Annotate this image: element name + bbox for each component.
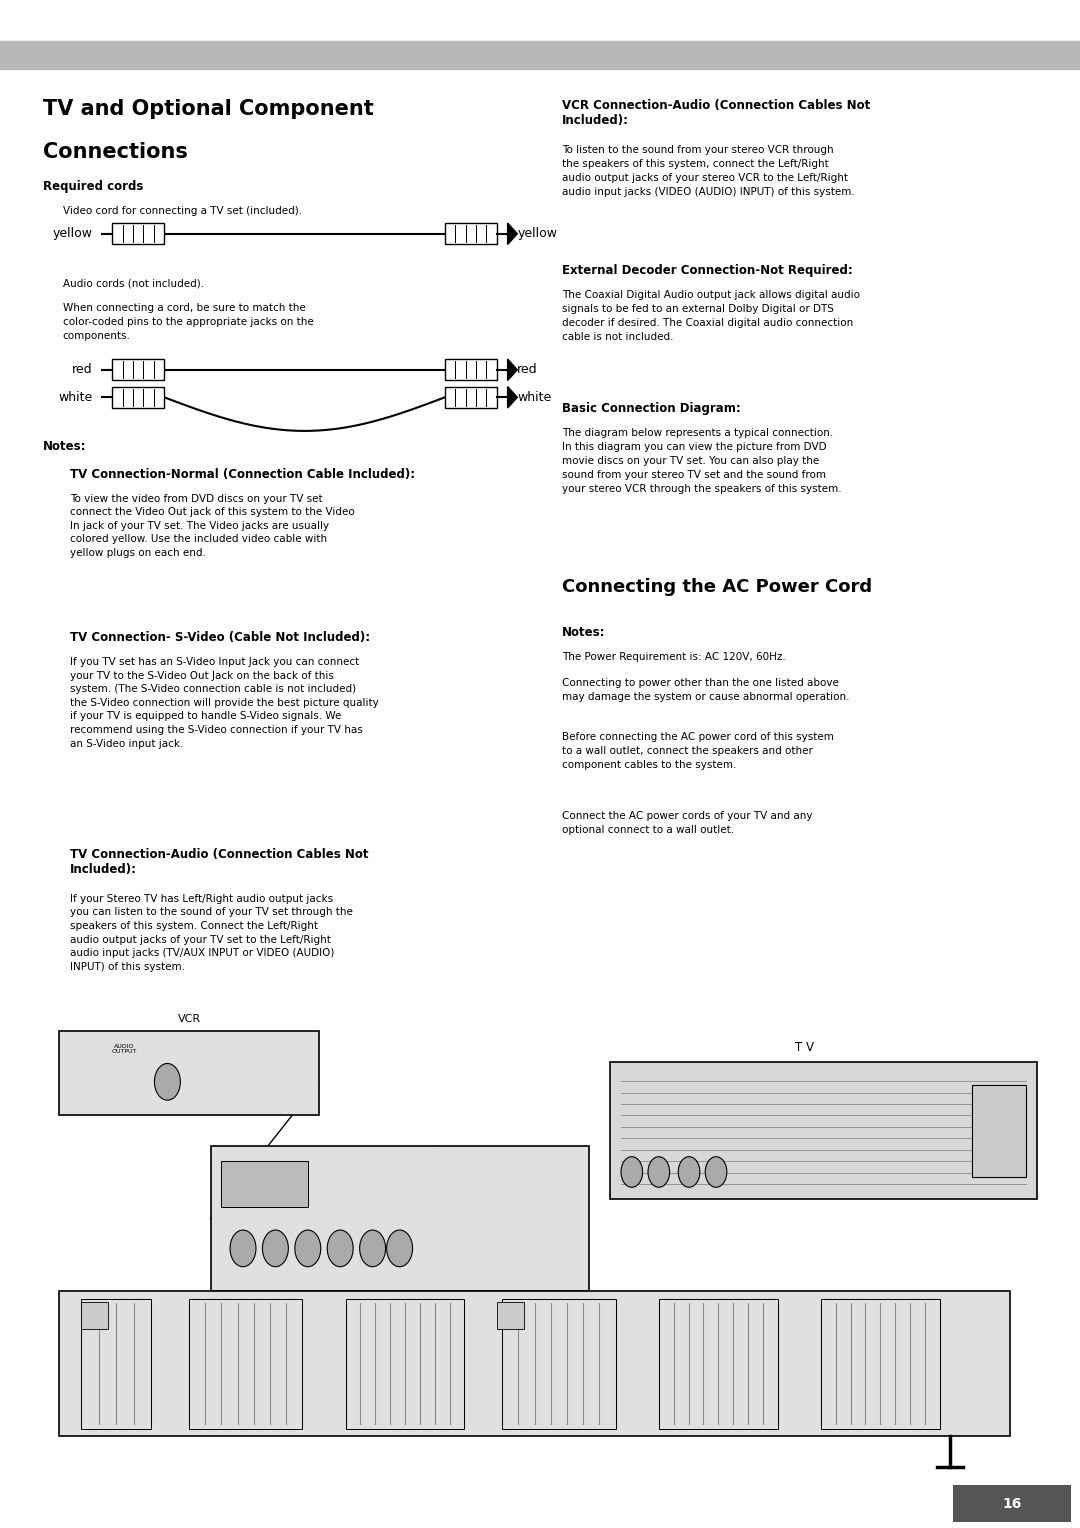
Text: When connecting a cord, be sure to match the
color-coded pins to the appropriate: When connecting a cord, be sure to match… bbox=[63, 303, 313, 341]
Circle shape bbox=[154, 1063, 180, 1100]
Bar bbox=[112, 223, 164, 244]
Bar bbox=[81, 1302, 108, 1329]
Text: white: white bbox=[517, 391, 552, 403]
Text: yellow: yellow bbox=[53, 228, 93, 240]
Text: The Coaxial Digital Audio output jack allows digital audio
signals to be fed to : The Coaxial Digital Audio output jack al… bbox=[562, 290, 860, 342]
Text: Basic Connection Diagram:: Basic Connection Diagram: bbox=[562, 402, 741, 416]
Text: Connecting the AC Power Cord: Connecting the AC Power Cord bbox=[562, 578, 872, 596]
Bar bbox=[502, 1299, 616, 1429]
Circle shape bbox=[230, 1230, 256, 1267]
Bar bbox=[112, 359, 164, 380]
Text: TV Connection-Audio (Connection Cables Not
Included):: TV Connection-Audio (Connection Cables N… bbox=[70, 848, 368, 876]
Text: Notes:: Notes: bbox=[43, 440, 86, 454]
Polygon shape bbox=[508, 387, 517, 408]
Text: TV Connection- S-Video (Cable Not Included):: TV Connection- S-Video (Cable Not Includ… bbox=[70, 631, 370, 645]
Bar bbox=[972, 1085, 1026, 1177]
Text: VCR: VCR bbox=[177, 1013, 201, 1024]
Text: Connect the AC power cords of your TV and any
optional connect to a wall outlet.: Connect the AC power cords of your TV an… bbox=[562, 811, 812, 836]
Polygon shape bbox=[508, 359, 517, 380]
Polygon shape bbox=[508, 223, 517, 244]
Bar bbox=[610, 1062, 1037, 1199]
Circle shape bbox=[621, 1157, 643, 1187]
Text: If your Stereo TV has Left/Right audio output jacks
you can listen to the sound : If your Stereo TV has Left/Right audio o… bbox=[70, 894, 353, 972]
Bar bbox=[211, 1146, 589, 1291]
Circle shape bbox=[360, 1230, 386, 1267]
Bar bbox=[659, 1299, 778, 1429]
Circle shape bbox=[295, 1230, 321, 1267]
Text: Connecting to power other than the one listed above
may damage the system or cau: Connecting to power other than the one l… bbox=[562, 678, 849, 703]
Text: To listen to the sound from your stereo VCR through
the speakers of this system,: To listen to the sound from your stereo … bbox=[562, 145, 854, 197]
Text: red: red bbox=[517, 364, 538, 376]
Text: Before connecting the AC power cord of this system
to a wall outlet, connect the: Before connecting the AC power cord of t… bbox=[562, 732, 834, 770]
Text: Video cord for connecting a TV set (included).: Video cord for connecting a TV set (incl… bbox=[63, 206, 301, 217]
Text: TV Connection-Normal (Connection Cable Included):: TV Connection-Normal (Connection Cable I… bbox=[70, 468, 416, 481]
Text: 16: 16 bbox=[1002, 1496, 1022, 1511]
Bar bbox=[0, 41, 1080, 69]
Bar bbox=[59, 1031, 319, 1115]
Text: AUDIO
OUTPUT: AUDIO OUTPUT bbox=[111, 1044, 137, 1054]
Circle shape bbox=[387, 1230, 413, 1267]
Circle shape bbox=[678, 1157, 700, 1187]
Text: Audio cords (not included).: Audio cords (not included). bbox=[63, 278, 204, 289]
Bar bbox=[445, 387, 497, 408]
Text: The diagram below represents a typical connection.
In this diagram you can view : The diagram below represents a typical c… bbox=[562, 428, 841, 494]
Bar bbox=[112, 387, 164, 408]
Text: red: red bbox=[72, 364, 93, 376]
Bar bbox=[953, 1485, 1071, 1522]
Circle shape bbox=[262, 1230, 288, 1267]
Text: VCR Connection-Audio (Connection Cables Not
Included):: VCR Connection-Audio (Connection Cables … bbox=[562, 99, 869, 127]
Text: Required cords: Required cords bbox=[43, 180, 144, 194]
Text: white: white bbox=[58, 391, 93, 403]
Bar bbox=[346, 1299, 464, 1429]
Text: Connections: Connections bbox=[43, 142, 188, 162]
Bar bbox=[81, 1299, 151, 1429]
Bar bbox=[221, 1161, 308, 1207]
Bar bbox=[445, 359, 497, 380]
Text: Notes:: Notes: bbox=[562, 626, 605, 640]
Bar bbox=[59, 1291, 1010, 1436]
Circle shape bbox=[705, 1157, 727, 1187]
Text: If you TV set has an S-Video Input Jack you can connect
your TV to the S-Video O: If you TV set has an S-Video Input Jack … bbox=[70, 657, 379, 749]
Text: The Power Requirement is: AC 120V, 60Hz.: The Power Requirement is: AC 120V, 60Hz. bbox=[562, 652, 785, 663]
Bar bbox=[821, 1299, 940, 1429]
Bar bbox=[445, 223, 497, 244]
Circle shape bbox=[648, 1157, 670, 1187]
Text: To view the video from DVD discs on your TV set
connect the Video Out jack of th: To view the video from DVD discs on your… bbox=[70, 494, 355, 558]
Text: External Decoder Connection-Not Required:: External Decoder Connection-Not Required… bbox=[562, 264, 852, 278]
Circle shape bbox=[327, 1230, 353, 1267]
Text: T V: T V bbox=[795, 1041, 814, 1054]
Text: yellow: yellow bbox=[517, 228, 557, 240]
Bar bbox=[189, 1299, 302, 1429]
Text: TV and Optional Component: TV and Optional Component bbox=[43, 99, 374, 119]
Bar bbox=[497, 1302, 524, 1329]
